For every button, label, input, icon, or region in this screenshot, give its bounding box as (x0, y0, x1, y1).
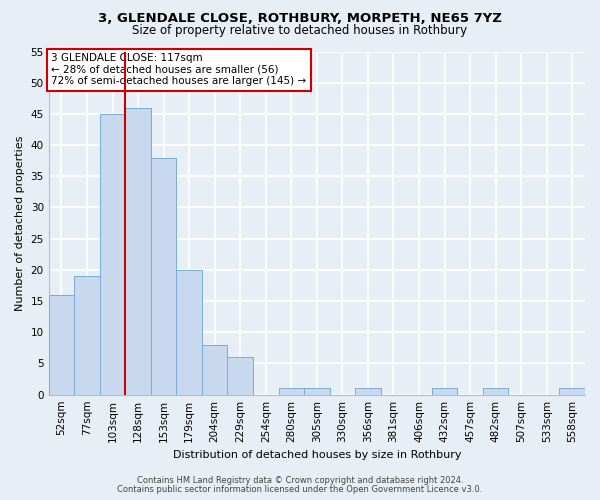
Bar (304, 388, 329, 394)
Bar (355, 388, 380, 394)
Bar (483, 388, 508, 394)
Y-axis label: Number of detached properties: Number of detached properties (15, 136, 25, 311)
Bar (176, 270, 202, 394)
Bar (151, 158, 176, 394)
Bar (559, 388, 585, 394)
Bar (432, 388, 457, 394)
Bar (278, 388, 304, 394)
Text: Contains public sector information licensed under the Open Government Licence v3: Contains public sector information licen… (118, 485, 482, 494)
Text: 3 GLENDALE CLOSE: 117sqm
← 28% of detached houses are smaller (56)
72% of semi-d: 3 GLENDALE CLOSE: 117sqm ← 28% of detach… (52, 53, 307, 86)
Bar (74, 276, 100, 394)
Bar (49, 295, 74, 394)
Bar (100, 114, 125, 394)
Text: 3, GLENDALE CLOSE, ROTHBURY, MORPETH, NE65 7YZ: 3, GLENDALE CLOSE, ROTHBURY, MORPETH, NE… (98, 12, 502, 26)
Bar (125, 108, 151, 395)
X-axis label: Distribution of detached houses by size in Rothbury: Distribution of detached houses by size … (173, 450, 461, 460)
Bar (202, 345, 227, 395)
Text: Contains HM Land Registry data © Crown copyright and database right 2024.: Contains HM Land Registry data © Crown c… (137, 476, 463, 485)
Text: Size of property relative to detached houses in Rothbury: Size of property relative to detached ho… (133, 24, 467, 37)
Bar (227, 357, 253, 395)
